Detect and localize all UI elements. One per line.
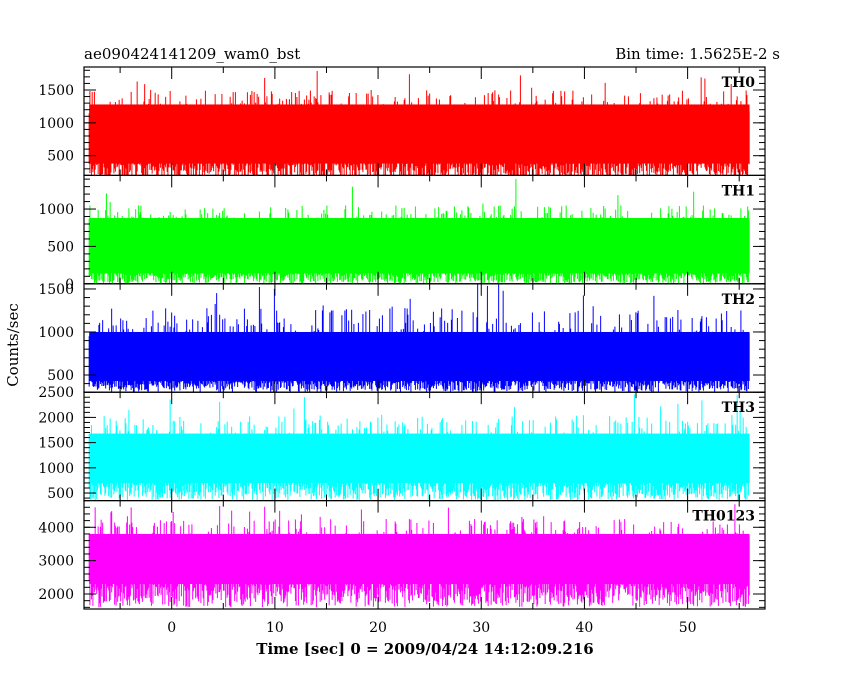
y-axis-label: Counts/sec xyxy=(4,303,22,387)
x-tick-label: 0 xyxy=(167,620,176,636)
panel-th2: 500 1000 1500 TH2 xyxy=(38,282,766,393)
series-th1-line xyxy=(88,178,750,284)
y-tick-label: 0 xyxy=(65,277,74,293)
chart-title-right: Bin time: 1.5625E-2 s xyxy=(615,45,780,63)
y-tick-label: 1500 xyxy=(38,83,74,99)
panel-th3: 500 1000 1500 2000 2500 TH3 xyxy=(38,385,766,502)
y-tick-label: 1000 xyxy=(38,116,74,132)
y-tick-label: 1500 xyxy=(38,436,74,452)
panel-frame xyxy=(83,500,766,610)
x-axis-label: Time [sec] 0 = 2009/04/24 14:12:09.216 xyxy=(256,640,593,658)
y-tick-label: 1000 xyxy=(38,202,74,218)
y-tick-label: 500 xyxy=(47,149,74,165)
series-th0-line xyxy=(88,71,750,176)
chart-title-left: ae090424141209_wam0_bst xyxy=(84,45,300,63)
series-th0123-line xyxy=(88,504,750,608)
panel-th1: 0 500 1000 TH1 xyxy=(38,174,766,293)
y-tick-label: 4000 xyxy=(38,520,74,536)
y-tick-label: 500 xyxy=(47,486,74,502)
panel-label: TH0123 xyxy=(692,509,755,525)
panel-th0123: 2000 3000 4000 TH0123 xyxy=(38,500,766,610)
panel-label: TH1 xyxy=(722,183,755,199)
panel-th0: 500 1000 1500 TH0 xyxy=(38,66,766,177)
series-th2-line xyxy=(88,283,750,393)
x-tick-label: 10 xyxy=(266,620,284,636)
y-tick-label: 500 xyxy=(47,368,74,384)
x-tick-label: 30 xyxy=(472,620,490,636)
y-tick-label: 2000 xyxy=(38,587,74,603)
y-tick-label: 2500 xyxy=(38,385,74,401)
series-th3-line xyxy=(88,394,750,501)
x-tick-label: 50 xyxy=(679,620,697,636)
x-tick-label: 20 xyxy=(369,620,387,636)
y-tick-label: 1000 xyxy=(38,461,74,477)
y-tick-label: 1000 xyxy=(38,325,74,341)
y-tick-label: 2000 xyxy=(38,410,74,426)
y-tick-label: 500 xyxy=(47,239,74,255)
y-tick-label: 3000 xyxy=(38,554,74,570)
y-tick-label: 1500 xyxy=(38,282,74,298)
panel-label: TH3 xyxy=(722,400,755,416)
panel-label: TH2 xyxy=(722,292,755,308)
x-tick-labels: 0 10 20 30 40 50 xyxy=(167,620,696,636)
x-tick-label: 40 xyxy=(576,620,594,636)
panel-label: TH0 xyxy=(722,75,756,91)
